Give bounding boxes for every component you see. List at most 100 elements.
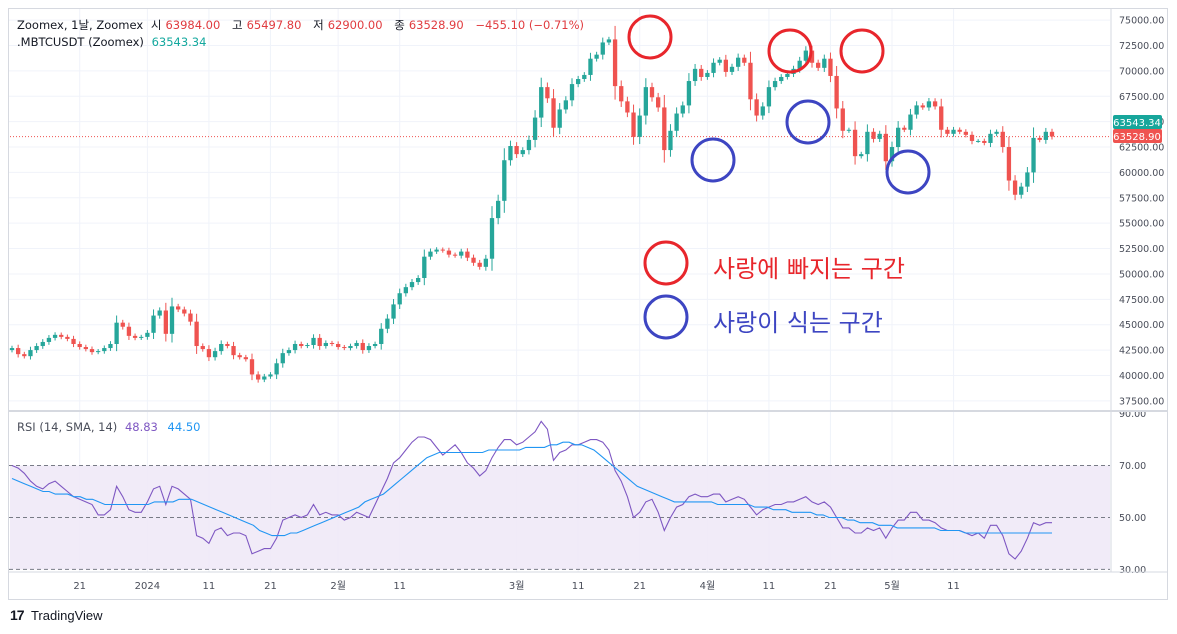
candle-body (256, 374, 261, 380)
candle-body (225, 343, 230, 347)
rsi-line (11, 420, 1052, 560)
candle-body (243, 357, 248, 360)
time-tick-label: 21 (824, 581, 837, 592)
price-tick-label: 50000.00 (1119, 269, 1164, 280)
rsi-sma-value: 44.50 (167, 420, 201, 434)
candle-body (9, 348, 15, 351)
candle-body (772, 81, 778, 88)
candle-body (631, 112, 636, 137)
time-tick-label: 5월 (884, 580, 900, 592)
candle-body (77, 343, 82, 348)
candle-body (643, 87, 648, 116)
candle-body (268, 374, 273, 377)
candle-body (489, 218, 495, 259)
index-value: 63543.34 (151, 35, 207, 49)
candle-body (1049, 131, 1055, 137)
candle-body (551, 98, 556, 128)
candle-body (569, 84, 575, 101)
price-tick-label: 72500.00 (1119, 41, 1164, 52)
rsi-tick-label: 50.00 (1119, 513, 1146, 524)
candle-body (588, 58, 593, 75)
candle-body (957, 129, 962, 132)
candle-body (563, 100, 568, 110)
candle-body (151, 315, 156, 333)
candle-body (465, 251, 470, 258)
candle-body (520, 150, 525, 155)
candle-body (176, 306, 181, 310)
price-tick-label: 42500.00 (1119, 346, 1164, 357)
candle-body (674, 113, 679, 131)
candle-body (692, 68, 698, 82)
header-line-1: Zoomex, 1날, Zoomex 시 63984.00 고 65497.80 저… (17, 17, 588, 33)
blue-circle-3 (885, 149, 931, 195)
candle-body (40, 341, 45, 347)
candle-body (896, 127, 901, 148)
candle-body (766, 87, 772, 107)
price-axis: 37500.00 40000.00 42500.00 45000.00 47500.00… (1119, 16, 1164, 408)
candle-body (1025, 172, 1030, 187)
change-value: −455.10 (−0.71%) (475, 18, 585, 32)
candle-body (532, 117, 538, 140)
candle-body (889, 147, 895, 162)
candle-body (908, 114, 913, 130)
price-tick-label: 37500.00 (1119, 396, 1164, 407)
time-tick-label: 2월 (330, 580, 346, 592)
candle-body (212, 351, 218, 358)
index-symbol[interactable]: .MBTCUSDT (Zoomex) (17, 35, 144, 49)
time-tick-label: 2024 (135, 581, 160, 592)
candle-body (545, 87, 550, 99)
candle-body (649, 87, 655, 98)
legend-red-circle (643, 240, 689, 286)
footer-brand[interactable]: 17 TradingView (10, 607, 103, 623)
candle-body (22, 354, 27, 357)
price-tick-label: 57500.00 (1119, 193, 1164, 204)
price-tick-label: 67500.00 (1119, 92, 1164, 103)
candle-body (305, 345, 310, 347)
candle-body (723, 59, 728, 72)
candle-body (428, 251, 433, 257)
candle-body (477, 262, 482, 267)
candle-body (877, 133, 882, 139)
time-tick-label: 3월 (509, 580, 525, 592)
candle-body (16, 348, 21, 355)
candle-body (434, 249, 439, 252)
time-tick-label: 11 (947, 581, 960, 592)
candle-body (96, 351, 101, 353)
symbol-label[interactable]: Zoomex, 1날, Zoomex (17, 18, 144, 32)
candle-body (249, 359, 255, 375)
candle-body (883, 133, 888, 162)
candle-body (329, 342, 335, 344)
candle-body (822, 58, 827, 68)
candle-body (385, 318, 390, 329)
candle-body (336, 343, 341, 348)
candle-body (182, 309, 187, 314)
candle-body (403, 287, 408, 294)
candle-body (280, 353, 285, 364)
candle-body (754, 99, 759, 116)
candle-body (1037, 137, 1042, 140)
candle-body (471, 257, 476, 263)
brand-name: TradingView (30, 608, 103, 623)
legend-text-cooling: 사랑이 식는 구간 (713, 309, 883, 337)
candle-body (132, 335, 138, 338)
rsi-tick-label: 90.00 (1119, 409, 1146, 420)
candle-body (409, 282, 415, 288)
candle-body (976, 140, 981, 142)
candle-body (576, 79, 581, 85)
candle-body (871, 131, 876, 139)
time-tick-label: 11 (572, 581, 585, 592)
candle-body (785, 73, 790, 77)
candle-body (169, 306, 175, 334)
rsi-sma-line (11, 441, 1052, 537)
time-axis: 21 2024 11 21 2월 11 3월 11 21 4월 11 21 5월 11 (73, 580, 960, 592)
grid-lines (9, 9, 1110, 572)
rsi-value: 48.83 (124, 420, 158, 434)
candle-body (188, 313, 193, 322)
candle-body (65, 336, 70, 339)
candle-body (582, 74, 587, 80)
time-tick-label: 21 (264, 581, 277, 592)
time-tick-label: 11 (393, 581, 406, 592)
time-tick-label: 21 (633, 581, 646, 592)
rsi-header[interactable]: RSI (14, SMA, 14) 48.83 44.50 (17, 420, 200, 434)
